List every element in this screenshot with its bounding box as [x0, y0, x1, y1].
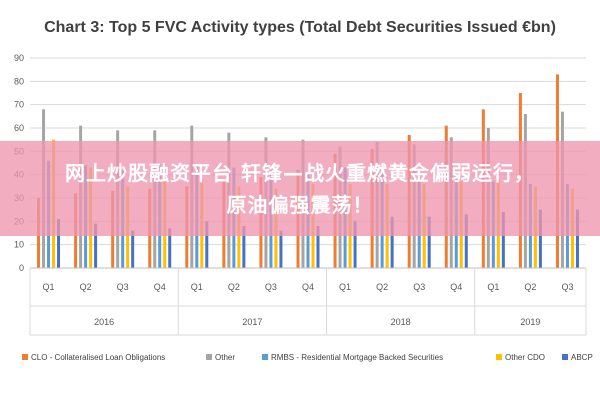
legend-label: Other CDO — [505, 353, 545, 362]
legend-label: ABCP — [571, 353, 593, 362]
legend-label: Other — [215, 353, 235, 362]
x-tick-label: Q2 — [80, 282, 92, 292]
bar — [316, 226, 320, 268]
legend-swatch — [206, 354, 212, 360]
overlay-banner: 网上炒股融资平台 轩锋—战火重燃黄金偏弱运行， 原油偏强震荡！ — [0, 141, 600, 236]
bar — [168, 228, 172, 268]
x-tick-label: Q2 — [376, 282, 388, 292]
bar — [94, 223, 98, 268]
bar — [464, 214, 468, 268]
bar — [353, 221, 357, 268]
x-tick-label: Q1 — [487, 282, 499, 292]
legend: CLO - Collateralised Loan Obligations Oth… — [22, 353, 593, 362]
bar — [57, 219, 61, 268]
y-tick-label: 90 — [14, 53, 24, 63]
year-label: 2018 — [391, 317, 411, 327]
x-tick-label: Q2 — [524, 282, 536, 292]
year-label: 2016 — [94, 317, 114, 327]
x-tick-label: Q2 — [228, 282, 240, 292]
x-tick-label: Q1 — [191, 282, 203, 292]
x-tick-label: Q3 — [561, 282, 573, 292]
legend-swatch — [562, 354, 568, 360]
year-label: 2017 — [242, 317, 262, 327]
y-tick-label: 70 — [14, 100, 24, 110]
y-tick-label: 0 — [19, 263, 24, 273]
y-tick-label: 60 — [14, 123, 24, 133]
legend-swatch — [22, 354, 28, 360]
x-tick-label: Q4 — [450, 282, 462, 292]
x-axis: Q1 Q2 Q3 Q4 Q1 Q2 Q3 Q4 Q1 Q2 Q3 Q4 Q1 Q2 Q3 2016 2017 20… — [29, 267, 587, 336]
bar — [575, 209, 579, 268]
x-tick-label: Q3 — [413, 282, 425, 292]
legend-label: RMBS - Residential Mortgage Backed Secur… — [271, 353, 443, 362]
x-tick-label: Q3 — [265, 282, 277, 292]
y-tick-label: 10 — [14, 240, 24, 250]
x-tick-label: Q1 — [339, 282, 351, 292]
x-tick-label: Q4 — [154, 282, 166, 292]
legend-swatch — [496, 354, 502, 360]
bar — [390, 216, 394, 268]
bar — [279, 230, 283, 268]
bar — [538, 209, 542, 268]
legend-label: CLO - Collateralised Loan Obligations — [31, 353, 165, 362]
bar — [501, 212, 505, 268]
x-tick-label: Q3 — [117, 282, 129, 292]
overlay-headline-line-1: 网上炒股融资平台 轩锋—战火重燃黄金偏弱运行， — [65, 160, 535, 185]
legend-swatch — [262, 354, 268, 360]
x-tick-label: Q4 — [302, 282, 314, 292]
x-tick-label: Q1 — [43, 282, 55, 292]
bar — [205, 221, 209, 268]
bar — [242, 226, 246, 268]
chart-title: Chart 3: Top 5 FVC Activity types (Total… — [44, 19, 556, 36]
overlay-headline-line-2: 原油偏强震荡！ — [226, 192, 374, 217]
y-tick-label: 80 — [14, 76, 24, 86]
bar — [131, 230, 135, 268]
bar — [427, 216, 431, 268]
year-label: 2019 — [520, 317, 540, 327]
